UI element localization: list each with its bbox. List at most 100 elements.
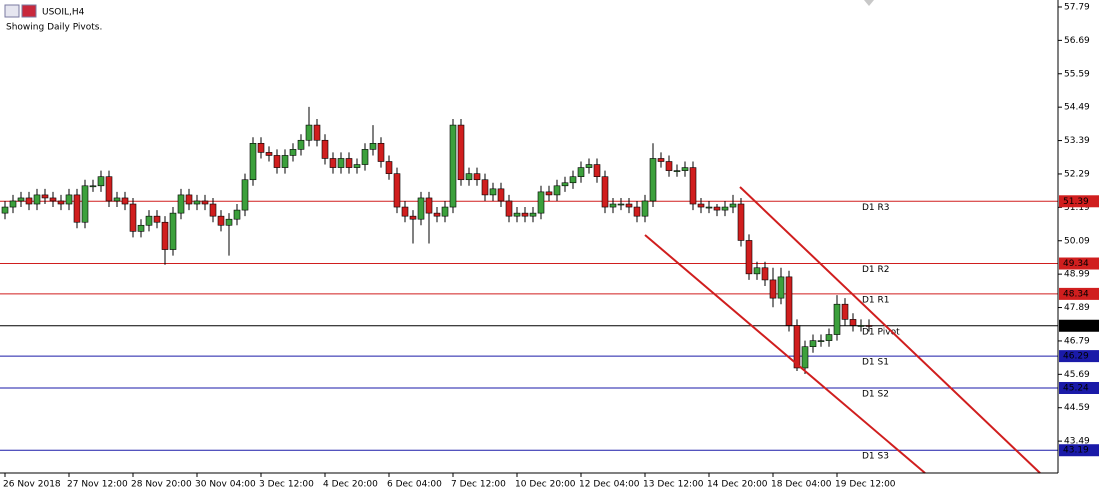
candle-body (505, 200, 513, 217)
x-tick-label: 19 Dec 12:00 (835, 480, 896, 490)
candle-body (657, 158, 665, 162)
candle-body (33, 194, 41, 205)
pivot-label: D1 R3 (862, 203, 890, 213)
candle-body (217, 215, 225, 226)
candle-body (689, 167, 697, 205)
candle-body (753, 267, 761, 275)
price-box-label: 47.29 (1063, 321, 1089, 331)
candle-body (649, 158, 657, 202)
y-tick-label: 46.79 (1064, 336, 1090, 346)
candle-body (409, 215, 417, 220)
candle-body (473, 173, 481, 181)
price-box-label: 45.24 (1063, 383, 1089, 393)
candle-body (1, 206, 9, 214)
y-tick-label: 47.89 (1064, 303, 1090, 313)
candle-body (569, 176, 577, 184)
candle-body (57, 200, 65, 205)
candle-body (321, 139, 329, 159)
candle-body (417, 197, 425, 220)
candle-body (457, 124, 465, 181)
y-tick-label: 45.69 (1064, 370, 1090, 380)
candle-body (137, 224, 145, 232)
price-box (1059, 257, 1099, 270)
candle-body (289, 149, 297, 156)
candle-body (193, 200, 201, 205)
candle-body (97, 176, 105, 187)
price-box (1059, 319, 1099, 332)
candle-body (153, 215, 161, 223)
candle-body (73, 194, 81, 223)
candle-body (233, 209, 241, 220)
trend-line (644, 234, 926, 474)
candle-body (489, 188, 497, 196)
candle-body (225, 218, 233, 226)
candle-body (521, 212, 529, 217)
y-tick-label: 43.49 (1064, 437, 1090, 447)
candle-body (849, 319, 857, 326)
x-tick-label: 26 Nov 2018 (3, 480, 61, 490)
candle-body (465, 173, 473, 181)
price-box (1059, 350, 1099, 363)
candle-body (617, 203, 625, 206)
candle-body (249, 142, 257, 181)
x-tick-label: 28 Nov 20:00 (131, 480, 192, 490)
candle-body (433, 212, 441, 217)
pivot-label: D1 S3 (862, 452, 889, 462)
candle-body (345, 158, 353, 168)
candle-body (385, 161, 393, 174)
candle-body (497, 188, 505, 202)
candle-body (441, 206, 449, 217)
pivot-label: D1 R1 (862, 295, 890, 305)
candle-body (9, 200, 17, 208)
candle-body (625, 203, 633, 208)
candle-body (393, 173, 401, 208)
candle-body (785, 276, 793, 326)
candle-body (545, 191, 553, 196)
candle-body (697, 203, 705, 208)
candle-body (537, 191, 545, 214)
chart-subtitle: Showing Daily Pivots. (6, 23, 102, 33)
candle-body (401, 206, 409, 217)
candles (1, 106, 873, 375)
candle-body (513, 212, 521, 217)
pivot-label: D1 S2 (862, 389, 889, 399)
price-box-label: 48.34 (1063, 289, 1089, 299)
y-tick-label: 44.59 (1064, 403, 1090, 413)
candle-body (449, 124, 457, 208)
pivot-label: D1 R2 (862, 265, 890, 275)
x-tick-label: 3 Dec 12:00 (259, 480, 314, 490)
y-tick-label: 54.49 (1064, 103, 1090, 113)
candle-body (577, 167, 585, 177)
candle-body (665, 161, 673, 171)
candle-body (825, 334, 833, 341)
candle-body (481, 179, 489, 196)
candle-body (425, 197, 433, 214)
candle-body (593, 164, 601, 177)
candle-body (297, 139, 305, 150)
price-box (1059, 287, 1099, 300)
candle-body (809, 340, 817, 348)
candle-body (121, 197, 129, 205)
candle-body (105, 176, 113, 202)
pivot-label: D1 S1 (862, 358, 889, 368)
price-box-label: 43.19 (1063, 446, 1089, 456)
candle-body (305, 124, 313, 141)
candle-body (769, 279, 777, 299)
x-tick-label: 27 Nov 12:00 (67, 480, 128, 490)
x-tick-label: 6 Dec 04:00 (387, 480, 442, 490)
x-tick-label: 13 Dec 12:00 (643, 480, 704, 490)
candle-body (361, 149, 369, 165)
candle-body (129, 203, 137, 232)
y-tick-label: 53.39 (1064, 136, 1090, 146)
candle-body (353, 164, 361, 168)
candle-body (377, 142, 385, 162)
candle-body (201, 200, 209, 205)
candle-body (281, 155, 289, 168)
y-tick-label: 52.29 (1064, 169, 1090, 179)
candle-body (529, 212, 537, 217)
candle-body (865, 325, 873, 327)
x-tick-label: 4 Dec 20:00 (323, 480, 378, 490)
candle-body (329, 158, 337, 168)
trend-line (739, 186, 1041, 474)
